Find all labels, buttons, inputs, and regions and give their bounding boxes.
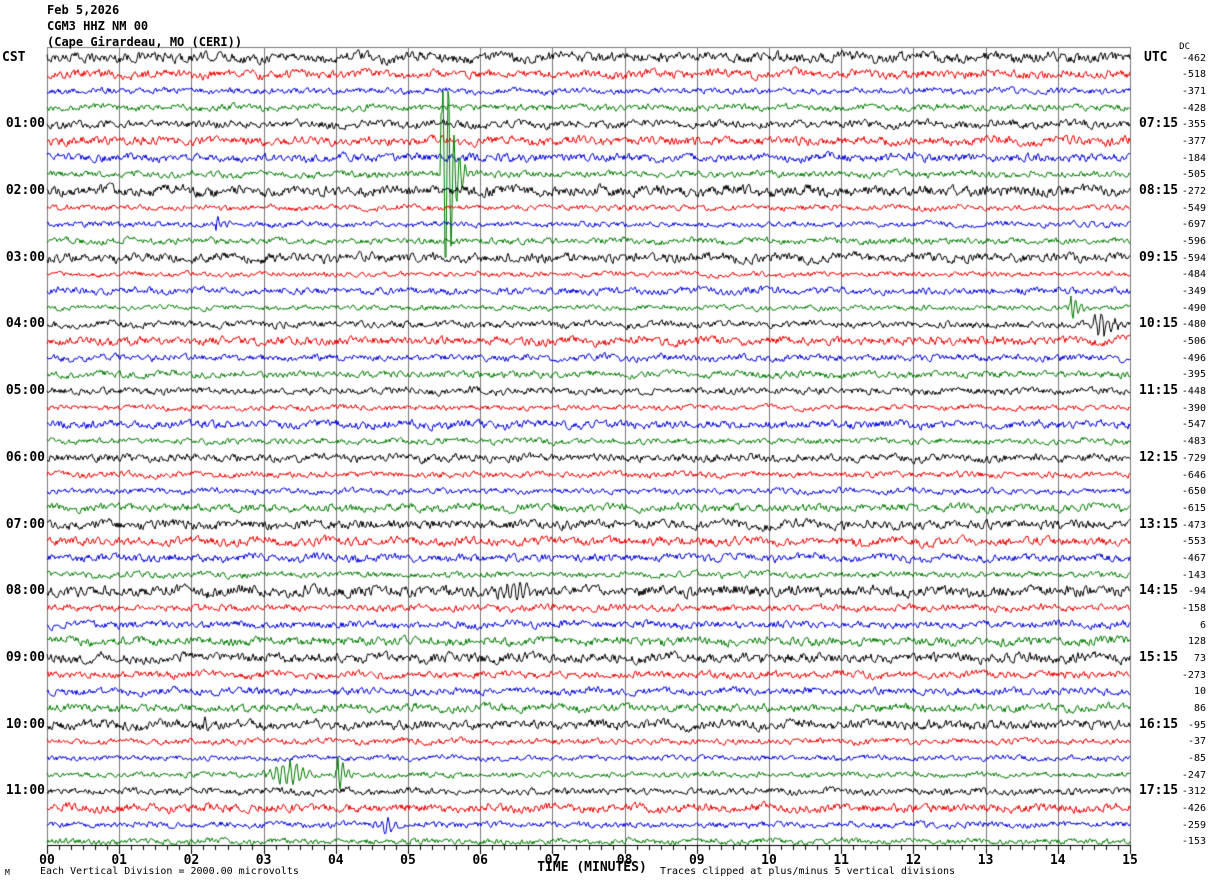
utc-hour-label: 16:15 [1139, 716, 1179, 732]
cst-hour-label: 01:00 [5, 116, 45, 132]
dc-offset-value: 10 [1193, 686, 1206, 698]
dc-offset-value: -462 [1181, 52, 1206, 64]
dc-offset-value: 128 [1187, 636, 1206, 648]
utc-hour-label: 14:15 [1139, 583, 1179, 599]
cst-hour-label: 10:00 [5, 716, 45, 732]
dc-offset-value: -377 [1181, 135, 1206, 147]
minute-tick-label: 14 [1049, 853, 1066, 868]
dc-offset-value: -549 [1181, 202, 1206, 214]
utc-hour-label: 08:15 [1139, 182, 1179, 198]
dc-offset-value: -426 [1181, 803, 1206, 815]
minute-tick-label: 03 [255, 853, 272, 868]
minute-tick-label: 12 [905, 853, 922, 868]
dc-offset-value: -85 [1187, 753, 1206, 765]
clipping-note: Traces clipped at plus/minus 5 vertical … [660, 866, 956, 877]
utc-hour-label: 10:15 [1139, 316, 1179, 332]
utc-hour-label: 07:15 [1139, 116, 1179, 132]
minute-tick-label: 11 [833, 853, 850, 868]
dc-offset-value: -390 [1181, 402, 1206, 414]
dc-offset-value: -594 [1181, 252, 1206, 264]
dc-offset-value: -312 [1181, 786, 1206, 798]
dc-offset-value: -272 [1181, 185, 1206, 197]
dc-offset-value: -496 [1181, 352, 1206, 364]
cst-hour-label: 08:00 [5, 583, 45, 599]
cst-hour-label: 07:00 [5, 516, 45, 532]
dc-offset-value: -355 [1181, 119, 1206, 131]
dc-offset-value: -483 [1181, 436, 1206, 448]
utc-hour-label: 17:15 [1139, 783, 1179, 799]
utc-hour-label: 11:15 [1139, 383, 1179, 399]
cst-hour-label: 04:00 [5, 316, 45, 332]
dc-offset-value: -505 [1181, 169, 1206, 181]
dc-offset-value: -428 [1181, 102, 1206, 114]
dc-offset-value: -650 [1181, 486, 1206, 498]
dc-offset-value: -247 [1181, 769, 1206, 781]
minute-tick-label: 05 [400, 853, 416, 868]
dc-offset-value: -615 [1181, 502, 1206, 514]
cst-hour-label: 06:00 [5, 449, 45, 465]
dc-offset-value: -518 [1181, 69, 1206, 81]
dc-offset-value: -484 [1181, 269, 1206, 281]
dc-offset-value: -547 [1181, 419, 1206, 431]
dc-offset-value: -259 [1181, 819, 1206, 831]
minute-tick-label: 07 [544, 853, 561, 868]
utc-hour-label: 13:15 [1139, 516, 1179, 532]
dc-offset-value: -37 [1187, 736, 1206, 748]
dc-header: DC [1179, 42, 1190, 52]
dc-offset-value: -506 [1181, 336, 1206, 348]
title-location: (Cape Girardeau, MO (CERI)) [47, 35, 243, 49]
cst-hour-label: 11:00 [5, 783, 45, 799]
dc-offset-value: 86 [1193, 703, 1206, 715]
title-station: CGM3 HHZ NM 00 [47, 19, 149, 33]
dc-offset-value: 6 [1199, 619, 1206, 631]
corner-mark: M [5, 868, 10, 877]
dc-offset-value: -729 [1181, 452, 1206, 464]
dc-offset-value: -95 [1187, 719, 1206, 731]
minute-tick-label: 09 [688, 853, 705, 868]
minute-tick-label: 01 [111, 853, 128, 868]
x-axis-title: TIME (MINUTES) [537, 860, 647, 875]
minute-tick-label: 02 [183, 853, 200, 868]
cst-hour-label: 09:00 [5, 649, 45, 665]
minute-tick-label: 10 [761, 853, 777, 868]
utc-hour-label: 12:15 [1139, 449, 1179, 465]
dc-offset-value: -184 [1181, 152, 1206, 164]
utc-header: UTC [1144, 50, 1168, 65]
dc-offset-value: -153 [1181, 836, 1206, 848]
minute-tick-label: 13 [977, 853, 994, 868]
dc-offset-value: -473 [1181, 519, 1206, 531]
dc-offset-value: -490 [1181, 302, 1206, 314]
vertical-division-note: Each Vertical Division = 2000.00 microvo… [40, 866, 299, 877]
minute-tick-label: 00 [39, 853, 55, 868]
cst-header: CST [2, 50, 26, 65]
cst-hour-label: 05:00 [5, 383, 45, 399]
dc-offset-value: -273 [1181, 669, 1206, 681]
minute-tick-label: 06 [472, 853, 489, 868]
minute-tick-label: 08 [616, 853, 633, 868]
title-date: Feb 5,2026 [47, 3, 120, 17]
dc-offset-value: -395 [1181, 369, 1206, 381]
dc-offset-value: -158 [1181, 602, 1206, 614]
dc-offset-value: -371 [1181, 85, 1206, 97]
utc-hour-label: 15:15 [1139, 649, 1179, 665]
dc-offset-value: -94 [1187, 586, 1206, 598]
cst-hour-label: 03:00 [5, 249, 45, 265]
dc-offset-value: -349 [1181, 286, 1206, 298]
minute-tick-label: 15 [1122, 853, 1138, 868]
utc-hour-label: 09:15 [1139, 249, 1179, 265]
cst-hour-label: 02:00 [5, 182, 45, 198]
dc-offset-value: -448 [1181, 386, 1206, 398]
dc-offset-value: -467 [1181, 552, 1206, 564]
dc-offset-value: -697 [1181, 219, 1206, 231]
dc-offset-value: -553 [1181, 536, 1206, 548]
dc-offset-value: -646 [1181, 469, 1206, 481]
dc-offset-value: -480 [1181, 319, 1206, 331]
dc-offset-value: 73 [1193, 652, 1206, 664]
minute-tick-label: 04 [327, 853, 344, 868]
dc-offset-value: -143 [1181, 569, 1206, 581]
dc-offset-value: -596 [1181, 235, 1206, 247]
